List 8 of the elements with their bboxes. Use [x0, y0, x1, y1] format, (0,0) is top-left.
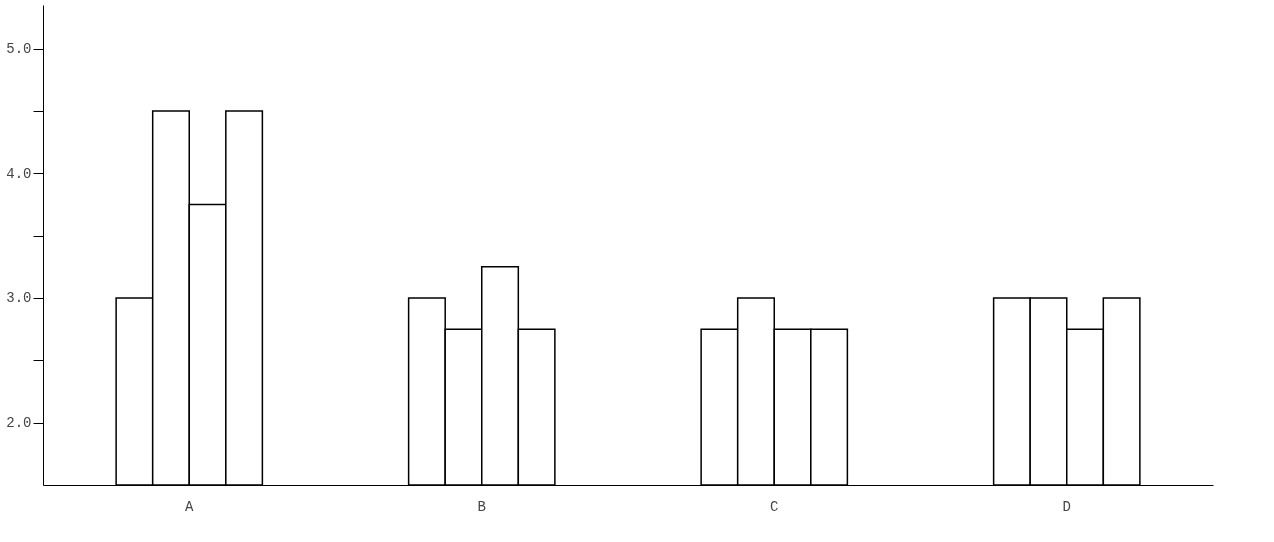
y-tick-label: 2.0 — [6, 415, 32, 432]
x-tick-label: B — [477, 498, 486, 515]
y-tick-label: 5.0 — [6, 41, 32, 58]
x-tick-label: C — [770, 498, 779, 515]
y-tick-label: 4.0 — [6, 165, 32, 182]
x-tick-label: A — [185, 498, 195, 515]
y-tick-label: 3.0 — [6, 290, 32, 307]
x-tick-label: D — [1062, 498, 1071, 515]
